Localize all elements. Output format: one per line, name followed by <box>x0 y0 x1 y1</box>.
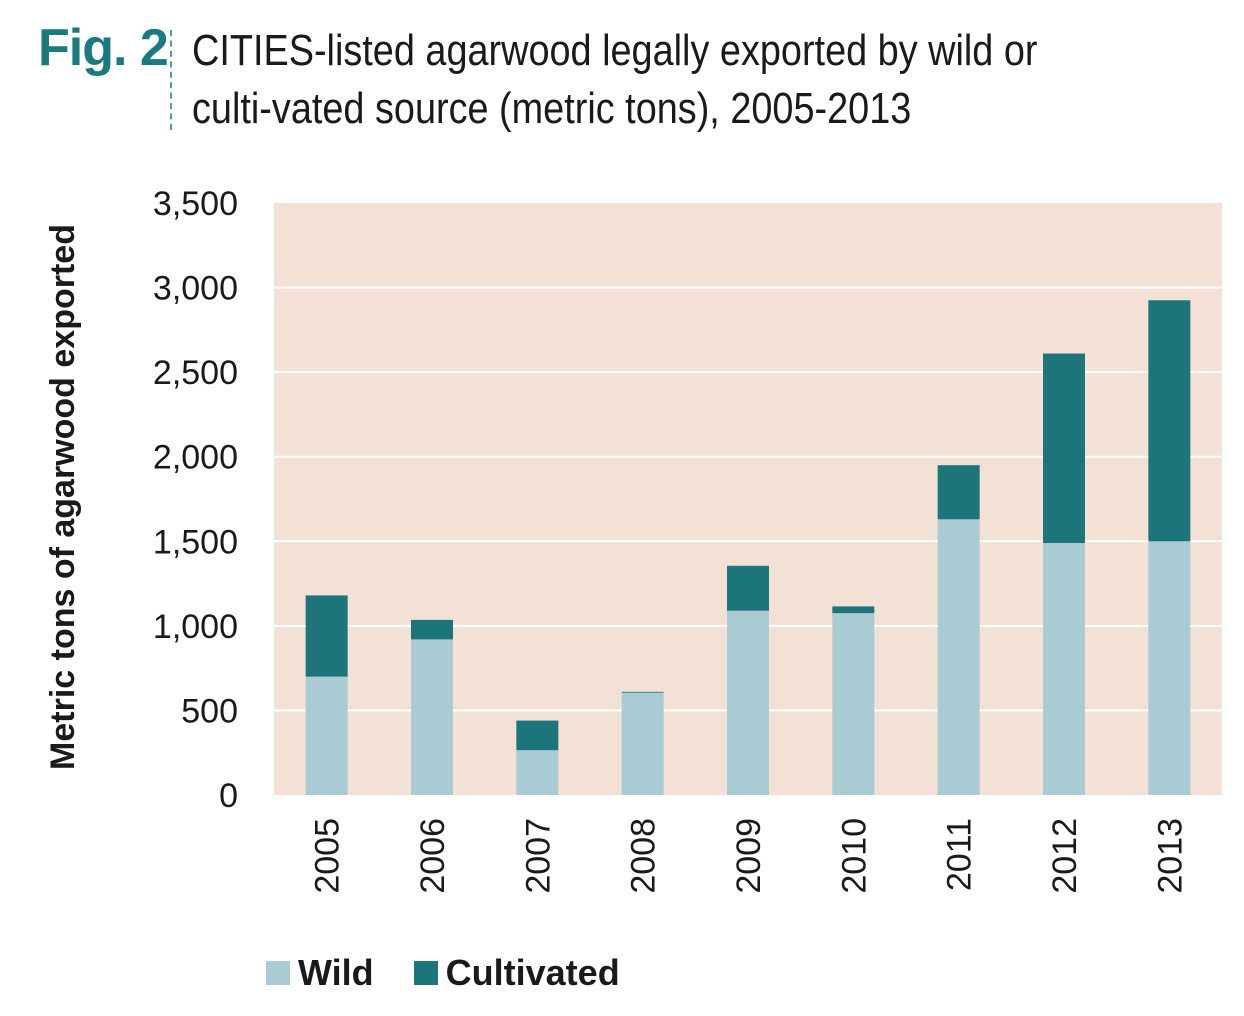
legend-swatch-cultivated <box>413 961 438 985</box>
bar-cultivated-2012 <box>1043 353 1085 543</box>
x-tick-label: 2006 <box>414 818 452 894</box>
y-tick-label: 3,000 <box>153 270 238 308</box>
legend-label-cultivated: Cultivated <box>445 952 620 993</box>
x-tick-label: 2008 <box>625 818 663 894</box>
y-tick-label: 0 <box>219 777 238 815</box>
x-tick-label: 2010 <box>835 818 873 894</box>
x-tick-label: 2013 <box>1151 818 1189 894</box>
bar-wild-2010 <box>832 613 875 795</box>
y-tick-label: 1,000 <box>153 608 238 646</box>
legend-item-cultivated: Cultivated <box>413 952 620 994</box>
y-tick-label: 500 <box>181 692 238 730</box>
y-tick-label: 2,500 <box>153 354 238 392</box>
bar-cultivated-2010 <box>832 606 875 614</box>
legend-item-wild: Wild <box>266 952 374 994</box>
bar-cultivated-2009 <box>727 565 769 611</box>
y-tick-label: 2,000 <box>153 439 238 477</box>
legend: Wild Cultivated <box>266 952 660 994</box>
bar-wild-2013 <box>1148 541 1191 795</box>
bar-cultivated-2005 <box>305 595 348 677</box>
bar-wild-2005 <box>305 676 348 795</box>
x-tick-label: 2009 <box>730 818 768 894</box>
bar-wild-2012 <box>1043 542 1085 795</box>
bar-wild-2006 <box>411 639 453 795</box>
chart-title: CITIES-listed agarwood legally exported … <box>192 26 1038 133</box>
bar-wild-2011 <box>937 519 980 795</box>
bar-cultivated-2007 <box>516 720 559 751</box>
bar-cultivated-2013 <box>1148 300 1191 542</box>
bar-cultivated-2006 <box>411 619 453 640</box>
y-tick-label: 3,500 <box>153 185 238 223</box>
legend-label-wild: Wild <box>298 952 374 993</box>
y-axis-ticks: 0 500 1,000 1,500 2,000 2,500 3,000 3,500 <box>153 185 238 815</box>
bar-wild-2007 <box>516 750 559 795</box>
figure-label: Fig. 2 <box>38 19 169 77</box>
y-axis-label: Metric tons of agarwood exported <box>44 224 82 770</box>
bar-cultivated-2008 <box>621 691 664 693</box>
bars <box>305 300 1191 795</box>
bar-wild-2009 <box>727 610 769 795</box>
x-tick-label: 2005 <box>309 818 347 894</box>
x-axis-ticks: 2005 2006 2007 2008 2009 2010 2011 2012 2013 <box>309 818 1190 894</box>
x-tick-label: 2011 <box>941 818 979 891</box>
y-tick-label: 1,500 <box>153 523 238 561</box>
x-tick-label: 2007 <box>519 818 557 894</box>
title-divider <box>170 30 172 130</box>
bar-wild-2008 <box>621 692 664 795</box>
x-tick-label: 2012 <box>1046 818 1084 894</box>
legend-swatch-wild <box>266 961 290 985</box>
bar-cultivated-2011 <box>937 465 980 520</box>
